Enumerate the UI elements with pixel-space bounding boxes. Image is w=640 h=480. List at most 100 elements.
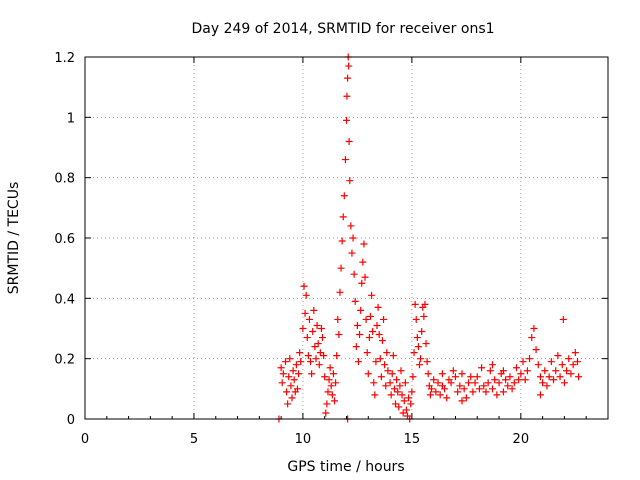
data-point <box>323 400 331 408</box>
data-point <box>473 373 481 381</box>
y-axis-label: SRMTID / TECUs <box>6 182 22 295</box>
data-point <box>317 325 325 332</box>
data-point <box>375 331 383 339</box>
data-points <box>275 53 583 423</box>
data-point <box>462 394 470 402</box>
data-point <box>339 213 347 221</box>
data-point <box>545 373 553 381</box>
data-point <box>376 355 384 363</box>
data-point <box>289 367 297 375</box>
data-point <box>567 370 575 378</box>
data-point <box>279 370 287 378</box>
data-point <box>327 382 335 390</box>
data-point <box>371 391 379 399</box>
chart-title: Day 249 of 2014, SRMTID for receiver ons… <box>191 21 494 37</box>
data-point <box>402 406 410 414</box>
data-point <box>397 367 405 375</box>
data-point <box>556 373 564 381</box>
data-point <box>563 367 571 375</box>
data-point <box>565 355 573 363</box>
data-point <box>407 400 415 408</box>
data-point <box>354 358 362 366</box>
data-point <box>465 379 473 387</box>
data-point <box>547 358 555 366</box>
data-point <box>338 237 346 245</box>
data-point <box>414 343 422 351</box>
data-point <box>285 373 293 381</box>
data-point <box>357 306 365 314</box>
data-point <box>390 385 398 393</box>
gridlines <box>85 57 608 419</box>
data-point <box>469 388 477 396</box>
x-axis-label: GPS time / hours <box>287 459 404 475</box>
data-point <box>345 62 353 70</box>
data-point <box>413 334 421 342</box>
data-point <box>297 358 305 366</box>
data-point <box>519 358 527 366</box>
data-point <box>458 370 466 378</box>
data-point <box>434 379 442 387</box>
data-point <box>559 315 567 323</box>
data-point <box>521 376 529 384</box>
data-point <box>436 391 444 399</box>
data-point <box>326 364 334 372</box>
data-point <box>401 379 409 387</box>
data-point <box>526 355 534 363</box>
data-point <box>387 391 395 399</box>
data-point <box>335 331 343 339</box>
data-point <box>558 361 566 369</box>
data-point <box>368 291 376 299</box>
data-point <box>443 394 451 402</box>
data-point <box>302 291 310 299</box>
data-point <box>340 192 348 200</box>
data-point <box>319 334 327 342</box>
data-point <box>384 367 392 375</box>
data-point <box>292 361 300 369</box>
data-point <box>331 397 339 405</box>
data-point <box>405 394 413 402</box>
data-point <box>333 352 341 360</box>
data-point <box>539 379 547 387</box>
data-point <box>394 388 402 396</box>
data-point <box>510 379 518 387</box>
data-point <box>361 273 369 281</box>
data-point <box>365 334 373 342</box>
data-point <box>313 321 321 329</box>
x-tick-label: 5 <box>190 432 198 447</box>
data-point <box>277 364 285 372</box>
data-point <box>312 355 320 363</box>
data-point <box>571 349 579 357</box>
data-point <box>502 376 510 384</box>
data-point <box>314 340 322 348</box>
data-point <box>423 358 431 366</box>
data-point <box>364 370 372 378</box>
data-point <box>301 309 309 317</box>
y-tick-label: 0.8 <box>54 172 75 187</box>
data-point <box>296 349 304 357</box>
data-point <box>573 358 581 366</box>
data-point <box>432 388 440 396</box>
data-point <box>408 388 416 396</box>
data-point <box>400 397 408 405</box>
data-point <box>378 337 386 345</box>
data-point <box>293 385 301 393</box>
data-point <box>382 382 390 390</box>
data-point <box>417 355 425 363</box>
data-point <box>411 300 419 308</box>
data-point <box>334 315 342 323</box>
data-point <box>482 388 490 396</box>
data-point <box>284 400 292 408</box>
data-point <box>336 288 344 296</box>
data-point <box>575 373 583 381</box>
data-point <box>508 385 516 393</box>
data-point <box>560 379 568 387</box>
data-point <box>499 388 507 396</box>
data-point <box>305 315 313 323</box>
data-point <box>328 391 336 399</box>
data-point <box>467 373 475 381</box>
data-point <box>278 379 286 387</box>
y-tick-label: 1 <box>67 111 75 126</box>
data-point <box>295 370 303 378</box>
